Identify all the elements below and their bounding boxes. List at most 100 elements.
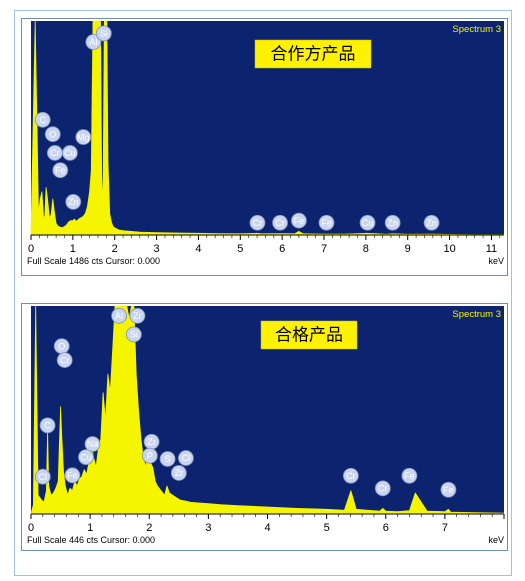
element-marker-label: C xyxy=(44,421,51,431)
element-marker-label: Al xyxy=(89,37,97,47)
x-tick-label: 2 xyxy=(146,522,152,534)
element-marker-bubble xyxy=(384,214,401,231)
x-tick-label: 3 xyxy=(154,243,160,255)
x-axis-unit: keV xyxy=(488,256,504,266)
element-marker-label: Cr xyxy=(60,355,70,365)
element-marker-cu: Cu xyxy=(359,214,376,231)
element-marker-zr: Zr xyxy=(143,433,160,450)
element-marker-zn: Zn xyxy=(65,193,82,210)
element-marker-cl: Cl xyxy=(34,468,51,485)
x-tick-label: 10 xyxy=(443,243,455,255)
element-marker-cr: Cr xyxy=(56,352,73,368)
x-tick-label: 11 xyxy=(486,243,497,255)
element-marker-label: Zr xyxy=(147,437,156,447)
element-marker-label: Cu xyxy=(64,148,76,158)
element-marker-bubble xyxy=(342,467,359,484)
element-marker-label: Al xyxy=(115,311,123,321)
chart-title-box: 合格产品 xyxy=(260,320,358,350)
element-marker-fe: Fe xyxy=(52,162,69,179)
element-marker-bubble xyxy=(170,465,187,481)
element-marker-label: Fe xyxy=(443,485,454,495)
element-marker-label: Zn xyxy=(426,218,437,228)
element-marker-label: P xyxy=(147,451,153,461)
element-marker-cr: Cr xyxy=(46,145,63,161)
element-marker-bubble xyxy=(39,417,56,434)
spectrum-panel-bottom: Al Zr Si O Cr C Na Zr Cu P S Cl Cl Fe Zr Cr Cr Fe Fe 合格产品 Sp… xyxy=(21,303,508,551)
element-marker-label: Cr xyxy=(346,471,356,481)
element-marker-label: Si xyxy=(100,29,108,39)
element-marker-bubble xyxy=(178,450,194,466)
element-marker-bubble xyxy=(125,326,142,343)
x-tick-label: 3 xyxy=(205,522,211,534)
element-marker-bubble xyxy=(75,129,92,145)
x-tick-label: 2 xyxy=(112,243,118,255)
element-marker-bubble xyxy=(95,25,112,42)
element-marker-fe: Fe xyxy=(401,467,418,484)
element-marker-cl: Cl xyxy=(178,450,194,466)
element-marker-bubble xyxy=(129,307,146,324)
element-marker-label: Cr xyxy=(275,218,285,228)
element-marker-zr: Zr xyxy=(170,465,187,481)
x-tick-label: 5 xyxy=(237,243,243,255)
element-marker-label: O xyxy=(49,129,56,139)
element-marker-bubble xyxy=(34,468,51,485)
element-marker-label: Zr xyxy=(133,311,142,321)
element-marker-label: Cr xyxy=(378,484,388,494)
element-marker-label: Fe xyxy=(294,216,305,226)
element-marker-al: Al xyxy=(111,307,127,324)
element-marker-c: C xyxy=(39,417,56,434)
footer-status: Full Scale 1486 cts Cursor: 0.000 xyxy=(27,256,160,266)
spectrum-label: Spectrum 3 xyxy=(452,309,501,320)
element-marker-si: Si xyxy=(95,25,112,42)
x-tick-label: 1 xyxy=(87,522,93,534)
chart-title: 合格产品 xyxy=(275,326,343,346)
x-tick-label: 1 xyxy=(70,243,76,255)
element-marker-bubble xyxy=(440,481,457,498)
spectrum-area xyxy=(30,20,505,236)
element-marker-label: Fe xyxy=(321,218,332,228)
element-marker-bubble xyxy=(318,214,335,231)
element-marker-label: Mg xyxy=(77,132,90,142)
element-marker-cr: Cr xyxy=(374,480,391,497)
element-marker-label: Zr xyxy=(175,468,184,478)
element-marker-label: O xyxy=(58,341,65,351)
x-tick-label: 9 xyxy=(405,243,411,255)
x-tick-label: 0 xyxy=(28,243,34,255)
element-marker-label: Zn xyxy=(68,197,79,207)
eds-spectrum-chart-bottom: Al Zr Si O Cr C Na Zr Cu P S Cl Cl Fe Zr Cr Cr Fe Fe 合格产品 Sp… xyxy=(21,303,508,551)
element-marker-fe: Fe xyxy=(64,467,81,484)
element-marker-p: P xyxy=(141,447,158,464)
element-marker-label: Na xyxy=(87,439,99,449)
element-marker-bubble xyxy=(56,352,73,368)
element-marker-label: Cu xyxy=(80,452,92,462)
element-marker-fe: Fe xyxy=(440,481,457,498)
element-marker-bubble xyxy=(111,307,127,324)
element-marker-c: C xyxy=(34,111,51,128)
element-marker-fe: Fe xyxy=(290,212,307,229)
element-marker-cr: Cr xyxy=(272,214,288,231)
element-marker-label: Cr xyxy=(50,148,60,158)
element-marker-label: Cr xyxy=(253,218,263,228)
element-marker-bubble xyxy=(85,34,102,50)
element-marker-label: Fe xyxy=(404,471,415,481)
x-tick-label: 4 xyxy=(195,243,201,255)
chart-title-background xyxy=(260,320,358,350)
element-marker-cr: Cr xyxy=(342,467,359,484)
x-tick-label: 8 xyxy=(363,243,369,255)
element-marker-s: S xyxy=(159,451,176,467)
x-tick-label: 5 xyxy=(324,522,330,534)
element-marker-bubble xyxy=(401,467,418,484)
element-marker-bubble xyxy=(272,214,288,231)
element-marker-bubble xyxy=(34,111,51,128)
element-marker-label: Fe xyxy=(55,165,66,175)
element-marker-bubble xyxy=(78,449,94,466)
element-marker-bubble xyxy=(249,214,266,231)
element-marker-label: Si xyxy=(130,330,138,340)
element-marker-zn: Zn xyxy=(384,214,401,231)
element-marker-bubble xyxy=(52,162,69,179)
chart-title-background xyxy=(254,39,372,69)
element-marker-zr: Zr xyxy=(129,307,146,324)
x-tick-label: 7 xyxy=(442,522,448,534)
element-marker-bubble xyxy=(65,193,82,210)
